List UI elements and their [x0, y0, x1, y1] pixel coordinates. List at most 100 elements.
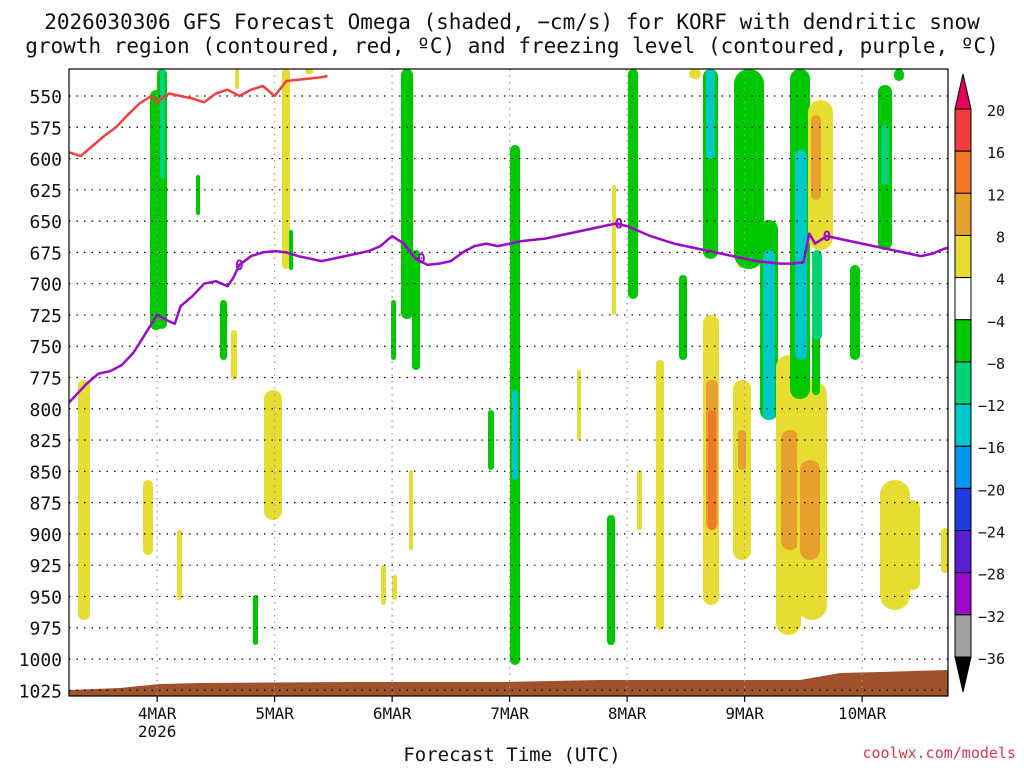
- time-tick-label: 7MAR: [490, 704, 529, 723]
- colorbar-label: 12: [987, 186, 1005, 204]
- omega-shade-cell: [282, 69, 290, 269]
- omega-shade-cell: [235, 69, 239, 89]
- omega-shade-cell: [734, 69, 764, 269]
- omega-shade-cell: [143, 480, 153, 555]
- pressure-tick-label: 625: [29, 181, 62, 202]
- pressure-tick-label: 850: [29, 462, 62, 483]
- colorbar-swatch: [954, 108, 972, 152]
- omega-shade-cell: [512, 390, 518, 480]
- source-credit: coolwx.com/models: [862, 744, 1016, 762]
- omega-shade-cell: [305, 69, 313, 74]
- omega-shade-cell: [679, 275, 687, 360]
- contour-lines: 0 0 0 0: [69, 74, 948, 404]
- colorbar-swatch: [954, 403, 972, 447]
- omega-shade-cell: [264, 390, 282, 520]
- time-tick-label: 6MAR: [373, 704, 412, 723]
- colorbar-label: 8: [996, 228, 1005, 246]
- colorbar-label: −8: [987, 355, 1005, 373]
- omega-shade-cell: [941, 528, 948, 573]
- omega-shade-cell: [78, 380, 90, 620]
- chart-title-line2: growth region (contoured, red, ºC) and f…: [25, 34, 999, 58]
- omega-shade-cell: [607, 515, 615, 645]
- colorbar-swatch: [954, 572, 972, 616]
- colorbar-label: −32: [978, 608, 1005, 626]
- colorbar-swatch: [954, 487, 972, 532]
- freezing-level-line: [69, 222, 948, 404]
- colorbar-bottom-arrow: [954, 656, 972, 693]
- freezing-level-label: 0: [417, 252, 425, 268]
- omega-shade-cell: [850, 265, 860, 360]
- pressure-tick-label: 1000: [19, 650, 62, 671]
- omega-shade-cell: [894, 69, 904, 81]
- chart-title-line1: 2026030306 GFS Forecast Omega (shaded, −…: [44, 10, 980, 34]
- colorbar-label: −36: [978, 650, 1005, 668]
- colorbar-swatch: [954, 192, 972, 236]
- omega-shade-cell: [781, 430, 799, 550]
- terrain-fill: [69, 670, 948, 696]
- freezing-level-label: 0: [235, 258, 243, 274]
- time-tick-label: 10MAR: [838, 704, 887, 723]
- pressure-tick-label: 825: [29, 431, 62, 452]
- omega-shade-cell: [637, 470, 642, 530]
- omega-shade-cell: [812, 250, 822, 340]
- omega-shade-cell: [196, 175, 200, 215]
- omega-shade-cell: [795, 150, 807, 360]
- pressure-tick-label: 600: [29, 150, 62, 171]
- colorbar-swatch: [954, 614, 972, 658]
- omega-shade-cell: [689, 69, 701, 79]
- omega-shade-cell: [612, 185, 616, 315]
- pressure-tick-label: 975: [29, 619, 62, 640]
- omega-shade-cell: [289, 230, 293, 270]
- colorbar-label: 16: [987, 144, 1005, 162]
- pressure-tick-label: 675: [29, 243, 62, 264]
- omega-shade-cell: [628, 69, 638, 299]
- colorbar-label: −20: [978, 481, 1005, 499]
- omega-shade-cell: [412, 250, 420, 370]
- time-tick-label: 5MAR: [255, 704, 294, 723]
- omega-shade-cell: [708, 410, 716, 530]
- omega-shade-cell: [488, 410, 494, 470]
- pressure-tick-label: 775: [29, 369, 62, 390]
- colorbar-label: −24: [978, 524, 1005, 542]
- colorbar-top-arrow: [954, 73, 972, 110]
- grid-lines: [69, 69, 948, 696]
- pressure-tick-label: 925: [29, 556, 62, 577]
- pressure-tick-label: 1025: [19, 681, 62, 702]
- omega-shade-cell: [905, 500, 920, 590]
- year-label: 2026: [138, 722, 177, 741]
- x-axis-label: Forecast Time (UTC): [403, 744, 621, 766]
- colorbar-label: 4: [996, 271, 1005, 289]
- terrain-polygon: [69, 670, 948, 696]
- pressure-tick-label: 950: [29, 587, 62, 608]
- pressure-tick-label: 550: [29, 87, 62, 108]
- freezing-level-label: 0: [615, 217, 623, 233]
- colorbar-swatch: [954, 319, 972, 363]
- colorbar-label: 20: [987, 102, 1005, 120]
- omega-shade-cell: [881, 125, 889, 185]
- time-tick-label: 4MAR: [138, 704, 177, 723]
- dendritic-growth-line: [69, 74, 328, 158]
- omega-shade-cell: [253, 595, 258, 645]
- time-tick-label: 8MAR: [608, 704, 647, 723]
- colorbar-swatch: [954, 530, 972, 574]
- colorbar-swatch: [954, 277, 972, 321]
- colorbar-swatch: [954, 150, 972, 194]
- omega-shade-cell: [738, 430, 746, 470]
- colorbar-label: −16: [978, 439, 1005, 457]
- omega-shade-cell: [160, 69, 165, 179]
- omega-shade-cell: [800, 460, 820, 560]
- omega-shade-cell: [656, 360, 664, 630]
- freezing-level-label: 0: [823, 229, 831, 245]
- pressure-tick-label: 875: [29, 494, 62, 515]
- omega-shade-cell: [880, 480, 910, 610]
- plot-frame: [68, 68, 949, 697]
- omega-shade-cell: [392, 575, 397, 600]
- omega-shading: [78, 69, 948, 665]
- omega-shade-cell: [811, 115, 821, 200]
- omega-shade-cell: [220, 300, 227, 360]
- pressure-tick-label: 800: [29, 400, 62, 421]
- pressure-tick-label: 750: [29, 337, 62, 358]
- omega-shade-cell: [409, 470, 413, 550]
